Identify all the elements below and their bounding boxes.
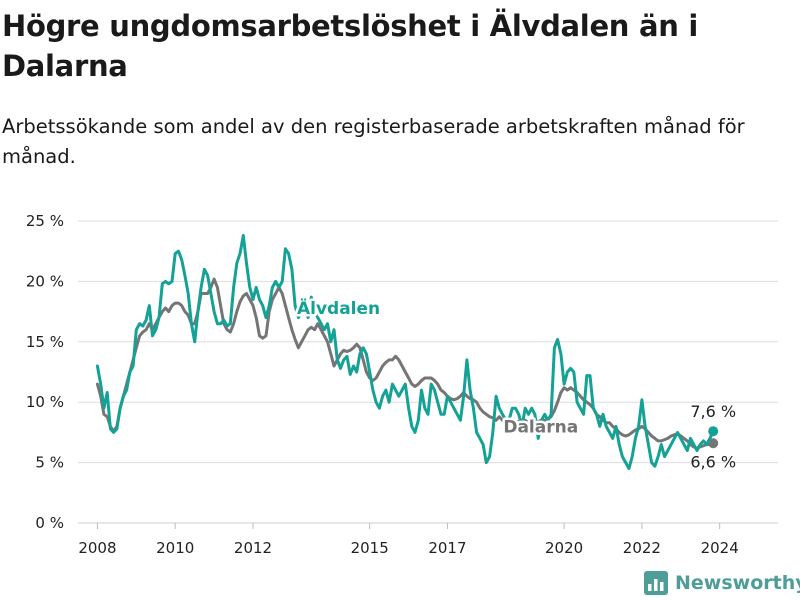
x-tick-label: 2024 (701, 539, 739, 557)
chart-subtitle: Arbetssökande som andel av den registerb… (2, 115, 745, 168)
y-tick-label: 0 % (35, 514, 64, 532)
series-name-label: Älvdalen (297, 297, 380, 319)
x-tick-label: 2022 (623, 539, 661, 557)
newsworthy-logo: Newsworthy (644, 568, 800, 598)
series-end-label: 7,6 % (690, 402, 736, 421)
series-end-marker-0 (708, 426, 719, 437)
x-tick-label: 2012 (234, 539, 272, 557)
chart-title: Högre ungdomsarbetslöshet i Älvdalen än … (2, 9, 699, 83)
series-line-0 (95, 234, 715, 471)
series-end-marker-1 (708, 438, 719, 449)
bar-chart-logo-icon (644, 571, 668, 595)
series-name-label: Dalarna (503, 417, 578, 437)
series-labels: Älvdalen Dalarna 7,6 % 6,6 % (294, 295, 736, 472)
y-tick-label: 10 % (26, 393, 64, 411)
y-tick-label: 15 % (26, 333, 64, 351)
x-tick-label: 2020 (545, 539, 583, 557)
x-tick-label: 2010 (156, 539, 194, 557)
x-tick-label: 2015 (351, 539, 389, 557)
brand-name: Newsworthy (675, 572, 800, 594)
y-tick-label: 20 % (26, 272, 64, 290)
y-tick-label: 5 % (35, 454, 64, 472)
series-lines (95, 234, 719, 471)
x-tick-label: 2017 (428, 539, 466, 557)
x-axis-ticks: 2008 2010 2012 2015 2017 2020 2022 2024 (78, 523, 739, 557)
y-tick-label: 25 % (26, 212, 64, 230)
y-axis-ticks: 25 % 20 % 15 % 10 % 5 % 0 % (26, 212, 64, 532)
series-end-label: 6,6 % (690, 452, 736, 471)
x-tick-label: 2008 (78, 539, 116, 557)
